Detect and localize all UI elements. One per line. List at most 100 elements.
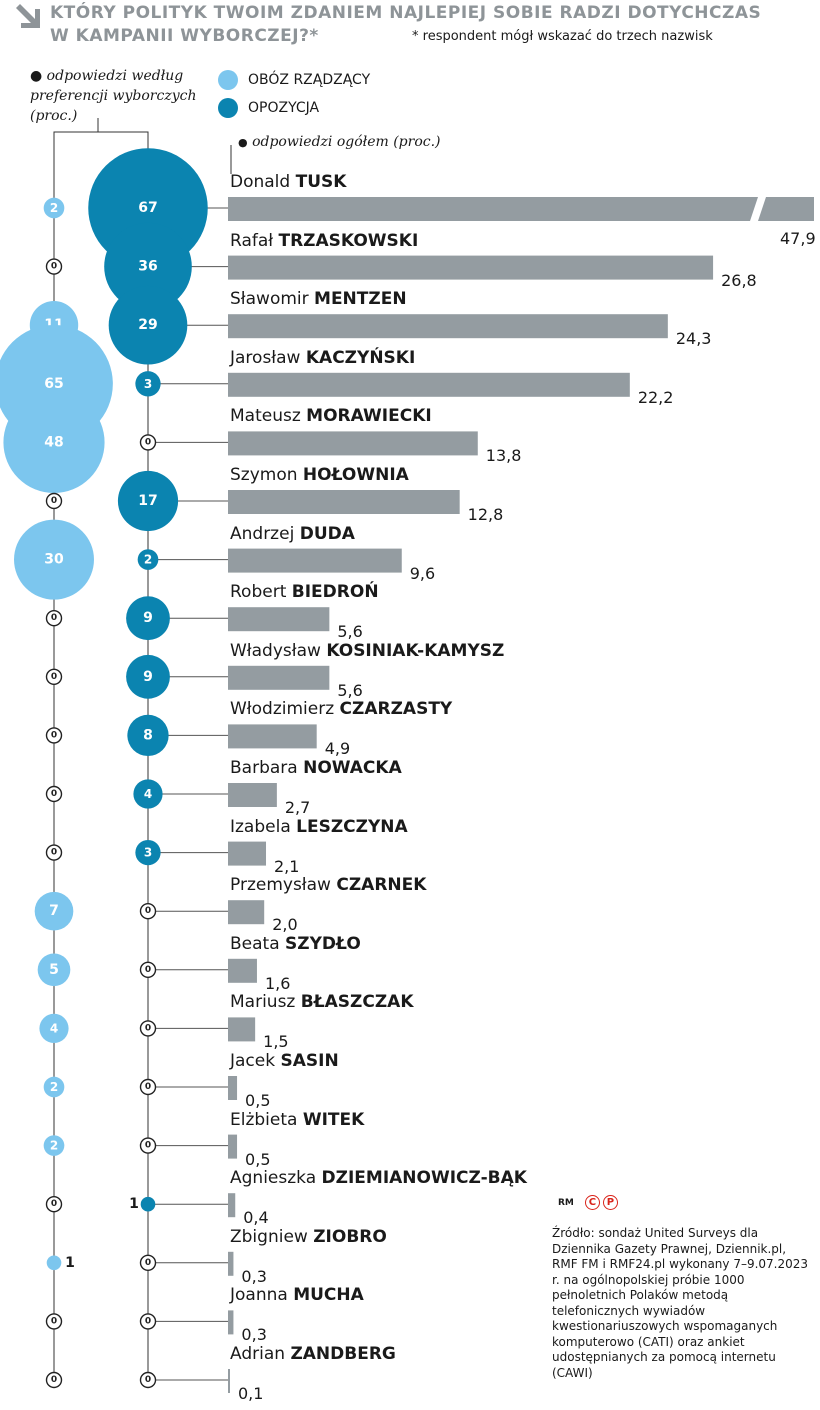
surname: SASIN	[280, 1051, 339, 1071]
bar	[228, 1134, 238, 1159]
bar	[228, 1369, 230, 1393]
legend-ruling-label: OBÓZ RZĄDZĄCY	[248, 72, 371, 88]
bar	[228, 958, 257, 983]
ruling-bubble	[3, 391, 105, 493]
first-name: Jacek	[230, 1051, 281, 1071]
value-label: 0,5	[245, 1091, 271, 1110]
footnote: * respondent mógł wskazać do trzech nazw…	[412, 29, 713, 44]
legend-opposition-label: OPOZYCJA	[248, 100, 320, 116]
politician-name: Jacek SASIN	[230, 1051, 339, 1071]
value-label: 47,9	[780, 229, 816, 248]
opposition-zero-label: 0	[145, 1258, 151, 1268]
bar	[228, 314, 668, 339]
bar	[228, 372, 630, 397]
politician-name: Włodzimierz CZARZASTY	[230, 699, 452, 719]
first-name: Mariusz	[230, 992, 301, 1013]
surname: KOSINIAK-KAMYSZ	[326, 640, 505, 661]
politician-name: Agnieszka DZIEMIANOWICZ-BĄK	[230, 1168, 527, 1188]
value-label: 1,5	[263, 1032, 289, 1052]
opposition-zero-label: 0	[145, 437, 151, 447]
ruling-bubble-label: 1	[65, 1255, 75, 1271]
bar	[228, 783, 277, 807]
opposition-zero-label: 0	[145, 965, 151, 975]
opposition-zero-label: 0	[145, 1316, 151, 1326]
ruling-zero-label: 0	[51, 262, 57, 272]
logo-text: RM	[558, 1197, 574, 1208]
value-label: 1,6	[264, 973, 291, 993]
opposition-bubble-label: 29	[138, 317, 157, 333]
legend-ruling: OBÓZ RZĄDZĄCY	[218, 70, 370, 90]
opposition-zero-marker	[139, 903, 157, 920]
first-name: Adrian	[230, 1344, 291, 1364]
first-name: Izabela	[230, 816, 297, 837]
ruling-bubble	[46, 1255, 62, 1271]
opposition-bubble	[135, 371, 161, 397]
first-name: Włodzimierz	[230, 699, 340, 720]
ruling-bubble-label: 5	[49, 962, 59, 978]
politician-name: Andrzej DUDA	[230, 524, 355, 544]
opposition-zero-label: 0	[145, 1375, 151, 1385]
opposition-bubble	[140, 1196, 156, 1212]
value-label: 2,7	[284, 798, 311, 817]
politician-name: Barbara NOWACKA	[230, 758, 402, 778]
ruling-zero-label: 0	[51, 1316, 57, 1326]
bar	[228, 665, 330, 690]
first-name: Przemysław	[230, 875, 337, 896]
ruling-zero-marker	[45, 258, 63, 275]
bar	[228, 1017, 256, 1042]
value-label: 0,4	[243, 1208, 269, 1228]
ruling-zero-marker	[45, 844, 63, 861]
preference-note: ● odpowiedzi według preferencji wyborczy…	[30, 68, 197, 124]
opposition-zero-marker	[139, 1020, 157, 1037]
first-name: Sławomir	[230, 289, 315, 310]
value-label: 0,3	[241, 1325, 267, 1345]
ruling-zero-marker	[45, 610, 63, 627]
logo-circle-c: C	[584, 1195, 600, 1210]
preference-note-text: odpowiedzi według preferencji wyborczych…	[30, 68, 197, 124]
opposition-bubble	[117, 470, 179, 532]
chart-title-line-1: KTÓRY POLITYK TWOIM ZDANIEM NAJLEPIEJ SO…	[50, 3, 762, 23]
legend-opposition: OPOZYCJA	[218, 98, 319, 118]
bar	[228, 607, 330, 632]
bar	[228, 548, 402, 573]
surname: CZARZASTY	[339, 699, 453, 720]
surname: MENTZEN	[314, 289, 407, 310]
politician-name: Adrian ZANDBERG	[230, 1344, 396, 1364]
first-name: Mateusz	[230, 406, 307, 427]
ruling-bubble	[43, 1076, 65, 1098]
politician-name: Jarosław KACZYŃSKI	[230, 348, 415, 368]
ruling-bubble-label: 48	[44, 434, 63, 450]
opposition-zero-label: 0	[145, 1082, 151, 1092]
bar	[228, 1310, 234, 1335]
politician-name: Władysław KOSINIAK-KAMYSZ	[230, 641, 504, 661]
bar	[228, 255, 714, 280]
first-name: Jarosław	[230, 347, 306, 368]
preference-bracket	[53, 118, 99, 140]
opposition-bubble	[126, 654, 170, 699]
politician-name: Zbigniew ZIOBRO	[230, 1227, 387, 1247]
first-name: Barbara	[230, 758, 304, 778]
first-name: Robert	[230, 582, 292, 603]
bar	[228, 1251, 234, 1276]
opposition-bubble-label: 2	[144, 553, 152, 567]
opposition-bubble	[108, 285, 188, 365]
ruling-bubble	[34, 891, 74, 931]
first-name: Andrzej	[230, 523, 300, 544]
surname: BŁASZCZAK	[300, 992, 414, 1013]
opposition-bubble	[126, 596, 170, 641]
preference-bracket-right	[98, 131, 149, 140]
first-name: Szymon	[230, 465, 303, 485]
ruling-zero-marker	[45, 785, 63, 803]
opposition-zero-marker	[139, 1313, 157, 1330]
value-label: 0,3	[241, 1266, 267, 1286]
opposition-bubble	[133, 779, 163, 809]
surname: LESZCZYNA	[296, 816, 408, 837]
politician-name: Szymon HOŁOWNIA	[230, 465, 409, 485]
ruling-bubble	[14, 519, 94, 600]
opposition-bubble-label: 4	[144, 787, 152, 801]
ruling-bubble-label: 2	[50, 1139, 58, 1153]
opposition-zero-marker	[139, 1371, 157, 1389]
politician-name: Przemysław CZARNEK	[230, 875, 426, 895]
opposition-bubble-label: 17	[138, 493, 157, 509]
